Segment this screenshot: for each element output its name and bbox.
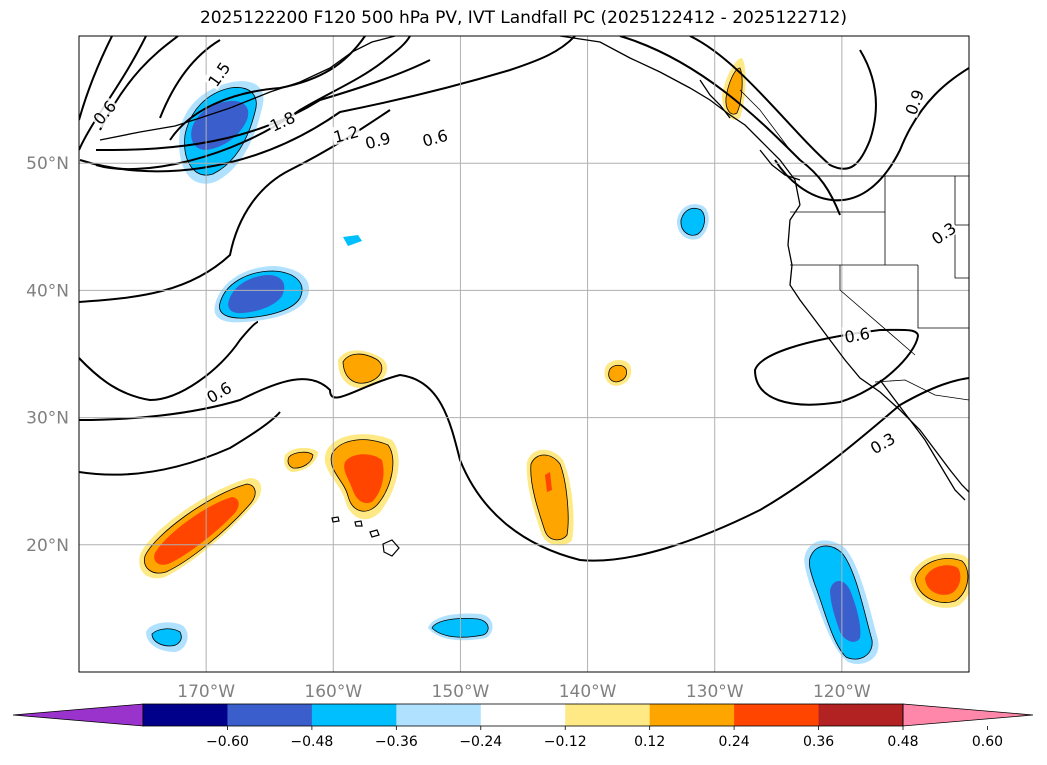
lat-tick-label-2: 40°N xyxy=(26,281,69,301)
island-kauai xyxy=(331,516,340,523)
colorbar-tick-label-1: −0.48 xyxy=(290,734,333,750)
island-maui xyxy=(369,529,380,538)
islands xyxy=(331,516,400,557)
colorbar-segment-2 xyxy=(311,704,397,726)
svg-text:0.6: 0.6 xyxy=(843,324,871,347)
lon-tick-label-2: 150°W xyxy=(432,682,490,702)
pv-contour-1.8 xyxy=(169,36,366,141)
pv-contour-0.6-south xyxy=(79,321,259,402)
contour-label-9: 0.6 xyxy=(841,322,873,347)
contour-labels: 1.50.6 1.8 1.2 0.9 0.60.90.30.60.60.3 xyxy=(87,56,960,458)
anomaly-outline-contours xyxy=(144,67,969,660)
pv-contours xyxy=(79,36,969,562)
lon-tick-label-3: 140°W xyxy=(559,682,617,702)
border-mt xyxy=(954,176,969,226)
pv-anomaly-fills xyxy=(139,58,969,664)
pv-contour-0.9-east xyxy=(95,59,431,151)
colorbar-tick-label-5: 0.12 xyxy=(634,734,665,750)
colorbar-frame xyxy=(142,703,904,727)
colorbar-segment-6 xyxy=(649,704,735,726)
pv-contour-0.6-north xyxy=(79,36,113,121)
colorbar: −0.60 −0.48 −0.36 −0.24 −0.12 0.12 0.24 0.36 0.4… xyxy=(12,703,1034,750)
coast-baja xyxy=(879,379,966,501)
colorbar-tick-label-3: −0.24 xyxy=(459,734,502,750)
lat-tick-label-0: 20°N xyxy=(26,536,69,556)
colorbar-segment-5 xyxy=(565,704,651,726)
fill-positive-34n-inner xyxy=(343,354,382,384)
pv-contour-0.9-northeast xyxy=(689,36,877,170)
map-frame xyxy=(78,35,970,673)
colorbar-tick-label-6: 0.24 xyxy=(719,734,750,750)
colorbar-segment-7 xyxy=(734,704,820,726)
pv-contour-0.6-east xyxy=(79,36,576,173)
fill-negative-small-44n xyxy=(343,235,362,246)
fill-negative-13n-west-inner xyxy=(152,628,182,646)
colorbar-segment-3 xyxy=(396,704,482,726)
colorbar-extend-low xyxy=(12,703,144,727)
lon-tick-label-5: 120°W xyxy=(813,682,871,702)
lon-tick-label-0: 170°W xyxy=(177,682,235,702)
lon-tick-label-1: 160°W xyxy=(304,682,362,702)
colorbar-tick-label-9: 0.60 xyxy=(972,734,1003,750)
pv-contour-0.3-southwest xyxy=(79,411,281,476)
map-title: 2025122200 F120 500 hPa PV, IVT Landfall… xyxy=(199,8,847,28)
colorbar-segment-1 xyxy=(227,704,313,726)
lat-tick-label-3: 50°N xyxy=(26,154,69,174)
border-nv-az xyxy=(917,265,969,329)
coast-alaska-peninsula xyxy=(99,36,396,141)
fill-positive-25n-mid-inner xyxy=(530,455,569,540)
pv-contour-0.3-ring xyxy=(79,373,969,562)
border-nv-ca xyxy=(839,265,916,356)
colorbar-segment-0 xyxy=(143,704,228,726)
longitude-tick-labels: 170°W 160°W 150°W 140°W 130°W 120°W xyxy=(177,682,871,702)
lat-tick-label-1: 30°N xyxy=(26,409,69,429)
island-oahu xyxy=(354,520,363,527)
pv-contour-1.5 xyxy=(159,39,221,119)
fill-positive-33n-inner xyxy=(608,365,627,382)
colorbar-tick-label-0: −0.60 xyxy=(206,734,249,750)
colorbar-tick-label-7: 0.36 xyxy=(803,734,834,750)
coast-alaska-islands xyxy=(699,79,801,181)
border-us-mexico xyxy=(874,379,969,401)
fill-positive-20n-core xyxy=(154,497,239,565)
coast-alaska-gulf xyxy=(559,36,801,206)
colorbar-tick-label-4: −0.12 xyxy=(544,734,587,750)
fill-positive-17n-core xyxy=(925,565,961,595)
colorbar-tick-label-2: −0.36 xyxy=(375,734,418,750)
border-wy xyxy=(954,228,969,279)
latitude-tick-labels: 20°N 30°N 40°N 50°N xyxy=(26,154,69,556)
lon-tick-label-4: 130°W xyxy=(686,682,744,702)
colorbar-tick-label-8: 0.48 xyxy=(887,734,918,750)
fill-positive-25n-mid-core xyxy=(545,472,552,492)
pv-contour-0.9-bc xyxy=(774,67,969,202)
political-borders xyxy=(739,89,969,401)
border-canada-alaska xyxy=(739,89,791,151)
fill-negative-45n-inner xyxy=(680,208,705,236)
pv-contour-0.6-northeast xyxy=(619,36,841,216)
pv-contour-1.2-east xyxy=(95,36,411,171)
fill-negative-aleutian-core xyxy=(191,100,249,150)
colorbar-extend-high xyxy=(902,703,1034,727)
island-hawaii xyxy=(382,539,400,557)
fill-negative-120w-core xyxy=(830,581,861,642)
pv-contour-0.6-ca xyxy=(753,328,920,406)
fill-positive-25n-core xyxy=(344,454,384,504)
map-gridlines xyxy=(79,36,969,672)
coastlines xyxy=(99,36,969,501)
coast-north-america-west xyxy=(787,204,969,493)
fill-negative-40n-core xyxy=(228,275,285,314)
colorbar-segment-4 xyxy=(480,704,566,726)
colorbar-segment-8 xyxy=(818,704,904,726)
